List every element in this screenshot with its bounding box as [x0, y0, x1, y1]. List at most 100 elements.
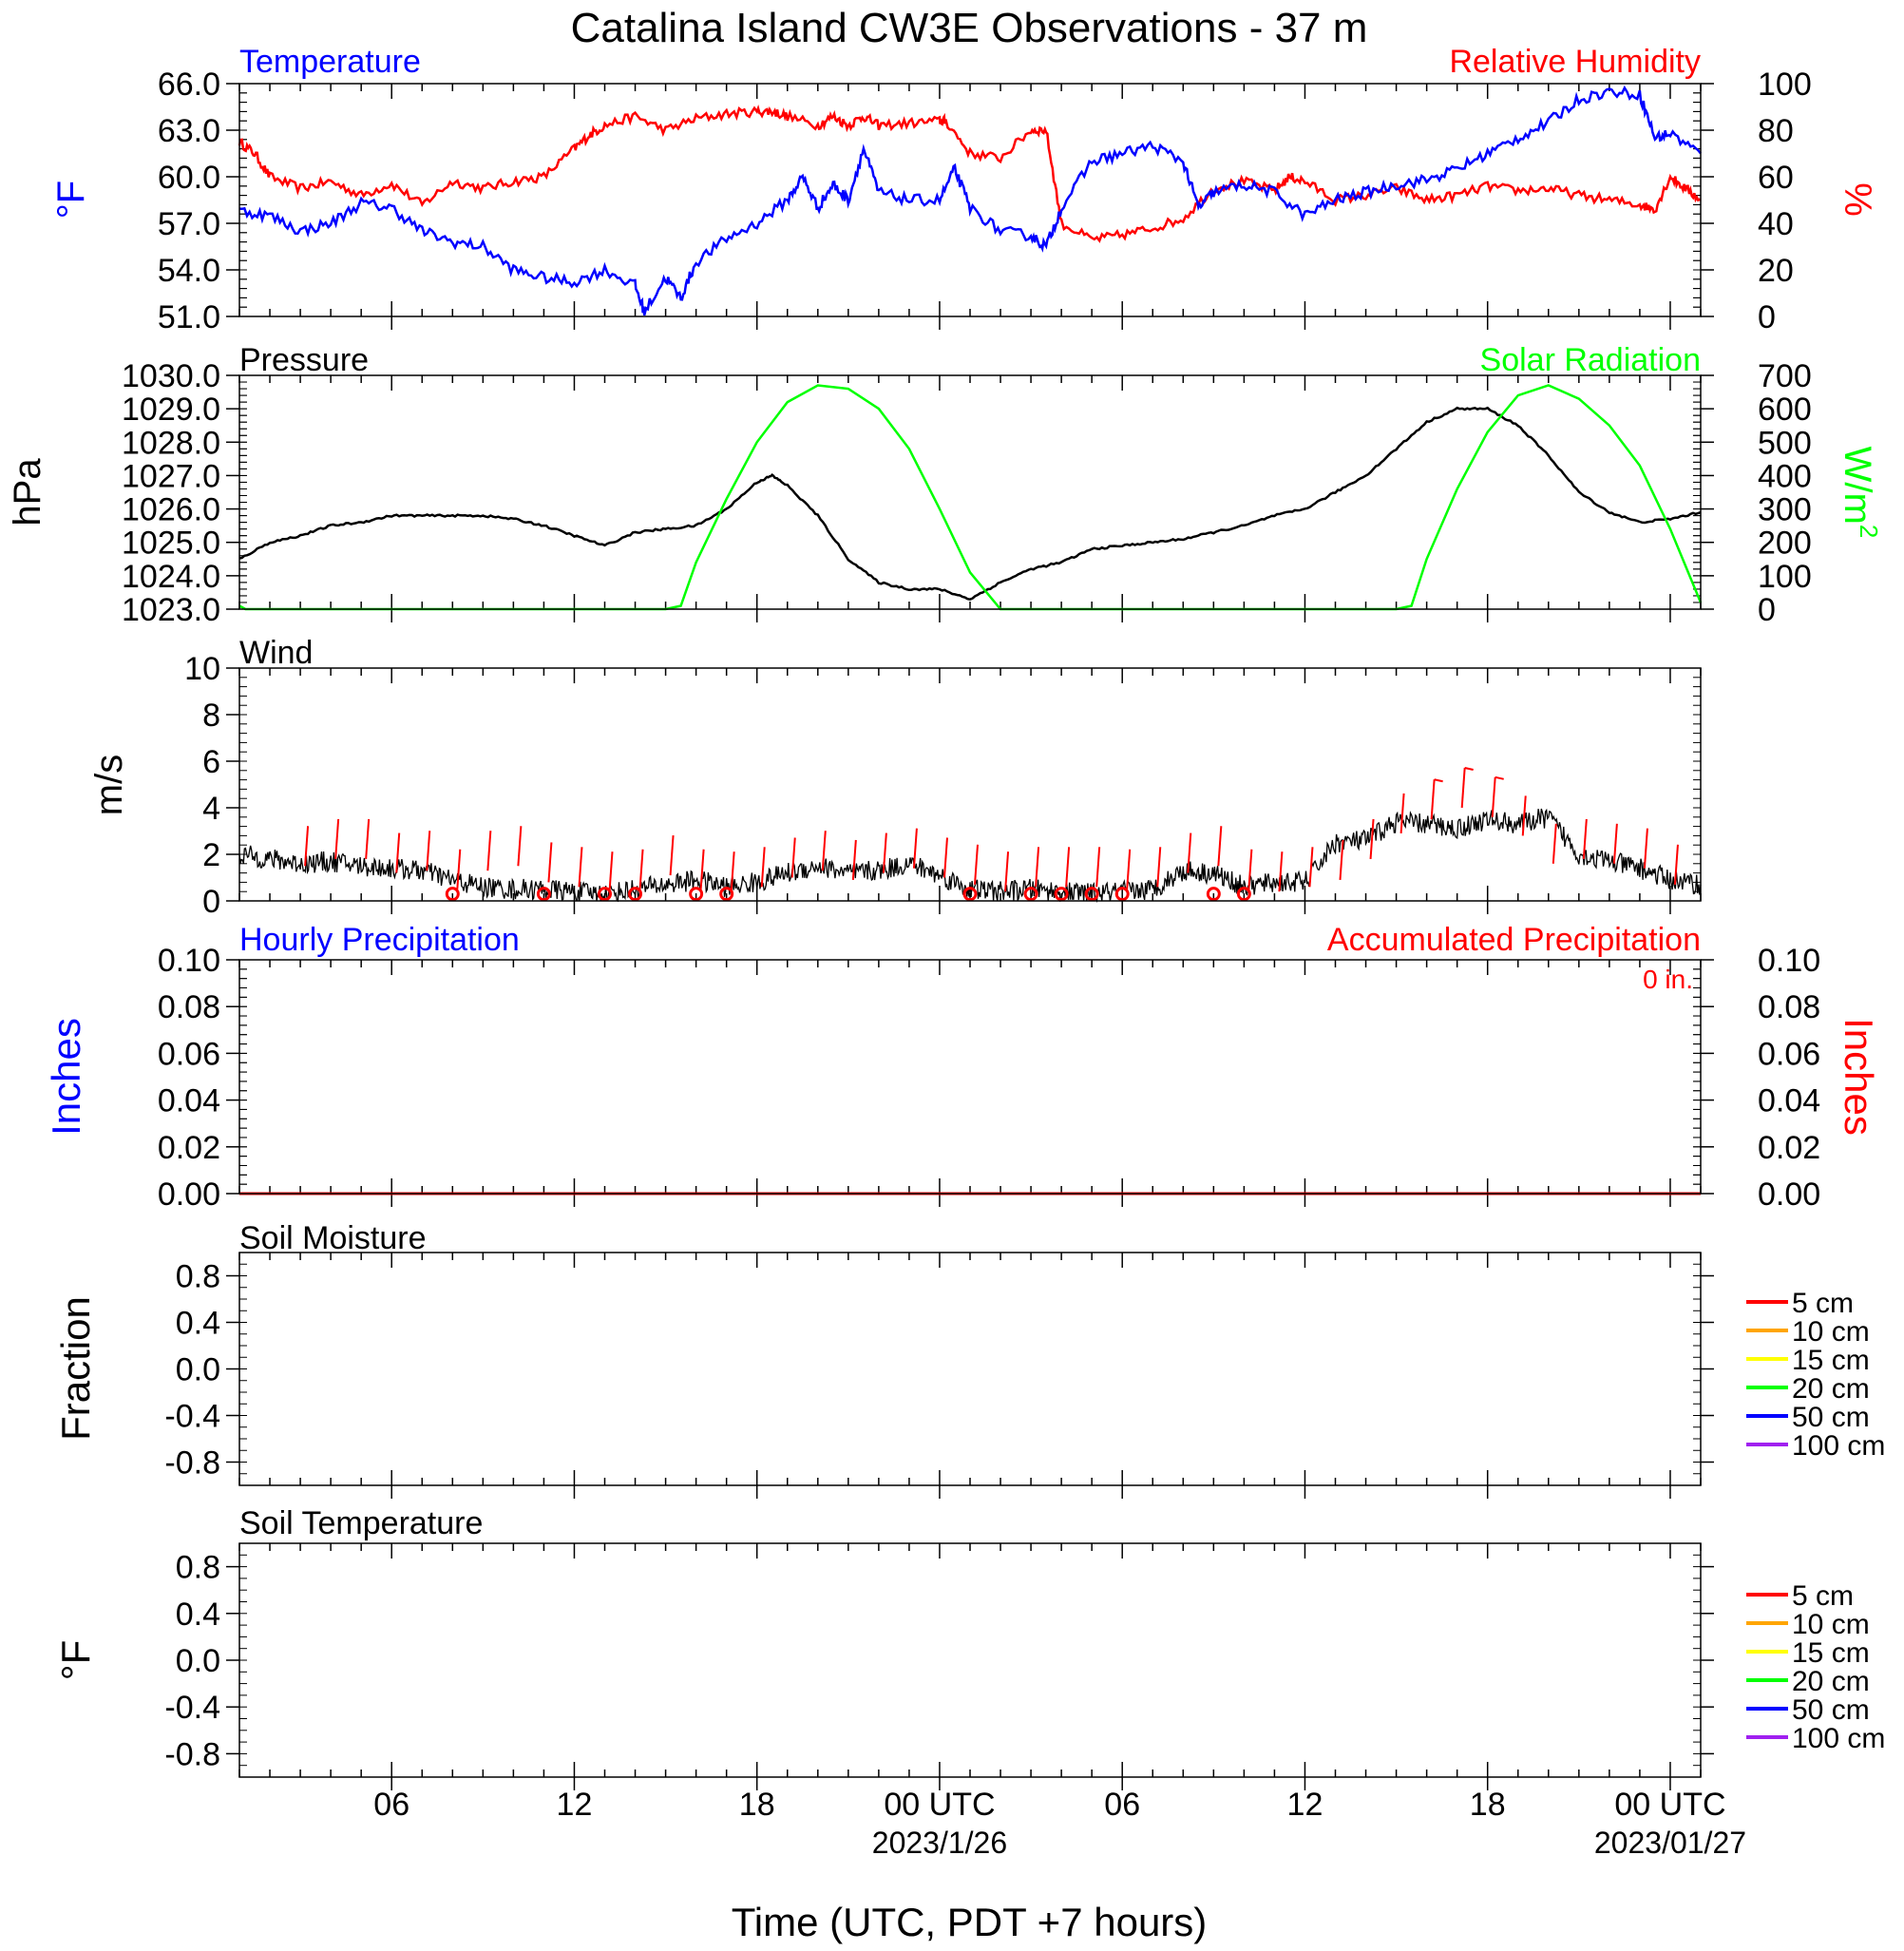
wind-barb	[1399, 793, 1405, 834]
y-tick-label: 60.0	[158, 160, 220, 196]
wind-barb	[760, 847, 766, 888]
y-tick-label: 0.00	[158, 1176, 220, 1213]
soil-moisture-title: Soil Moisture	[239, 1220, 427, 1256]
calm-wind-marker	[962, 887, 978, 902]
y-tick-label: 1027.0	[122, 458, 220, 494]
y2-tick-label: 100	[1758, 559, 1812, 595]
wind-barb	[1582, 818, 1588, 859]
wind-barb	[1308, 847, 1314, 888]
y-tick-label: 0.8	[176, 1259, 220, 1295]
y-tick-label: 1024.0	[122, 559, 220, 595]
wind-barb	[942, 837, 948, 878]
x-tick-label: 18	[1470, 1787, 1506, 1823]
x-tick-label: 00 UTC	[1614, 1787, 1725, 1823]
wind-barb	[456, 849, 462, 889]
wind-barb	[730, 851, 735, 892]
y-tick-label: -0.4	[164, 1399, 220, 1435]
legend-label: 5 cm	[1792, 1288, 1854, 1319]
y-tick-label: 1025.0	[122, 526, 220, 562]
legend-label: 50 cm	[1792, 1694, 1870, 1726]
y-tick-label: 0.0	[176, 1352, 220, 1388]
x-tick-label: 12	[557, 1787, 593, 1823]
precip-frame	[238, 959, 1702, 1195]
wind-barb	[882, 832, 887, 873]
legend-label: 15 cm	[1792, 1345, 1870, 1376]
y2-tick-label: 0.04	[1758, 1083, 1820, 1119]
legend-label: 15 cm	[1792, 1637, 1870, 1669]
legend-label: 100 cm	[1792, 1430, 1885, 1462]
y-tick-label: 8	[202, 698, 220, 734]
y-tick-label: 1030.0	[122, 358, 220, 394]
accum-precip-unit: Inches	[1837, 1018, 1881, 1136]
y2-tick-label: 600	[1758, 392, 1812, 428]
calm-wind-marker	[445, 887, 460, 902]
wind-barb	[1369, 818, 1375, 859]
y-tick-label: 1029.0	[122, 392, 220, 428]
y2-tick-label: 300	[1758, 492, 1812, 528]
wind-barb	[1339, 839, 1344, 881]
wind-barb	[699, 849, 705, 889]
wind-barb	[1247, 849, 1253, 889]
y-tick-label: 0.02	[158, 1130, 220, 1166]
wind-barb	[1156, 847, 1162, 888]
temp-rh-frame	[238, 83, 1702, 317]
pressure-title: Pressure	[239, 342, 369, 378]
calm-wind-marker	[536, 887, 551, 902]
accum-precip-title: Accumulated Precipitation	[1327, 922, 1701, 958]
pressure-unit: hPa	[7, 458, 48, 526]
wind-frame	[238, 667, 1702, 902]
y-tick-label: 63.0	[158, 113, 220, 149]
wind-barb	[1460, 767, 1466, 809]
solar-title: Solar Radiation	[1480, 342, 1701, 378]
y-tick-label: 1028.0	[122, 425, 220, 461]
wind-barb	[1521, 795, 1527, 836]
calm-wind-marker	[1206, 887, 1221, 902]
wind-barb	[1035, 847, 1040, 888]
pressure-solar-frame	[238, 374, 1702, 610]
x-tick-label: 00 UTC	[884, 1787, 995, 1823]
soil-temp-panel: Soil Temperature 0.8 0.4 0.0 -0.4 -0.8 °F 5 …	[53, 1505, 1885, 1790]
x-tick-label: 12	[1287, 1787, 1323, 1823]
y2-tick-label: 20	[1758, 253, 1794, 289]
wind-barb	[1004, 851, 1010, 892]
y-tick-label: 6	[202, 744, 220, 780]
wind-barb	[395, 832, 401, 873]
wind-speed-line	[238, 808, 1702, 904]
y2-tick-label: 40	[1758, 206, 1794, 242]
y2-tick-label: 80	[1758, 113, 1794, 149]
temperature-title: Temperature	[239, 44, 421, 80]
y-tick-label: -0.8	[164, 1445, 220, 1482]
y-tick-label: 0.04	[158, 1083, 220, 1119]
wind-barb	[1612, 823, 1618, 864]
calm-wind-marker	[719, 887, 734, 902]
calm-wind-marker	[1084, 887, 1099, 902]
legend-label: 10 cm	[1792, 1316, 1870, 1348]
x-date-label: 2023/01/27	[1594, 1826, 1746, 1860]
wind-barb-flag	[1495, 775, 1504, 780]
wind-barb	[578, 847, 583, 888]
x-tick-label: 06	[1104, 1787, 1140, 1823]
calm-wind-marker	[1114, 887, 1130, 902]
temp-rh-panel: Temperature Relative Humidity 66.0 63.0 60…	[50, 44, 1878, 335]
legend-label: 5 cm	[1792, 1580, 1854, 1612]
wind-title: Wind	[239, 635, 313, 671]
y2-tick-label: 0.02	[1758, 1130, 1820, 1166]
y2-tick-label: 700	[1758, 358, 1812, 394]
accum-precip-value: 0 in.	[1643, 965, 1693, 994]
y2-tick-label: 100	[1758, 67, 1812, 103]
y-tick-label: 0	[202, 884, 220, 920]
wind-barb	[1126, 849, 1132, 889]
wind-barb	[1278, 851, 1284, 892]
wind-panel: Wind 10 8 6 4 2 0 m/s	[88, 635, 1702, 920]
wind-barb	[1673, 844, 1679, 885]
y-tick-label: -0.4	[164, 1690, 220, 1726]
y-tick-label: 2	[202, 837, 220, 873]
x-tick-label: 06	[373, 1787, 409, 1823]
y-tick-label: 0.06	[158, 1036, 220, 1072]
wind-barb	[517, 826, 523, 867]
wind-barb	[486, 831, 492, 871]
precip-panel: Hourly Precipitation Accumulated Precipi…	[44, 922, 1881, 1213]
chart-title: Catalina Island CW3E Observations - 37 m	[571, 5, 1368, 51]
